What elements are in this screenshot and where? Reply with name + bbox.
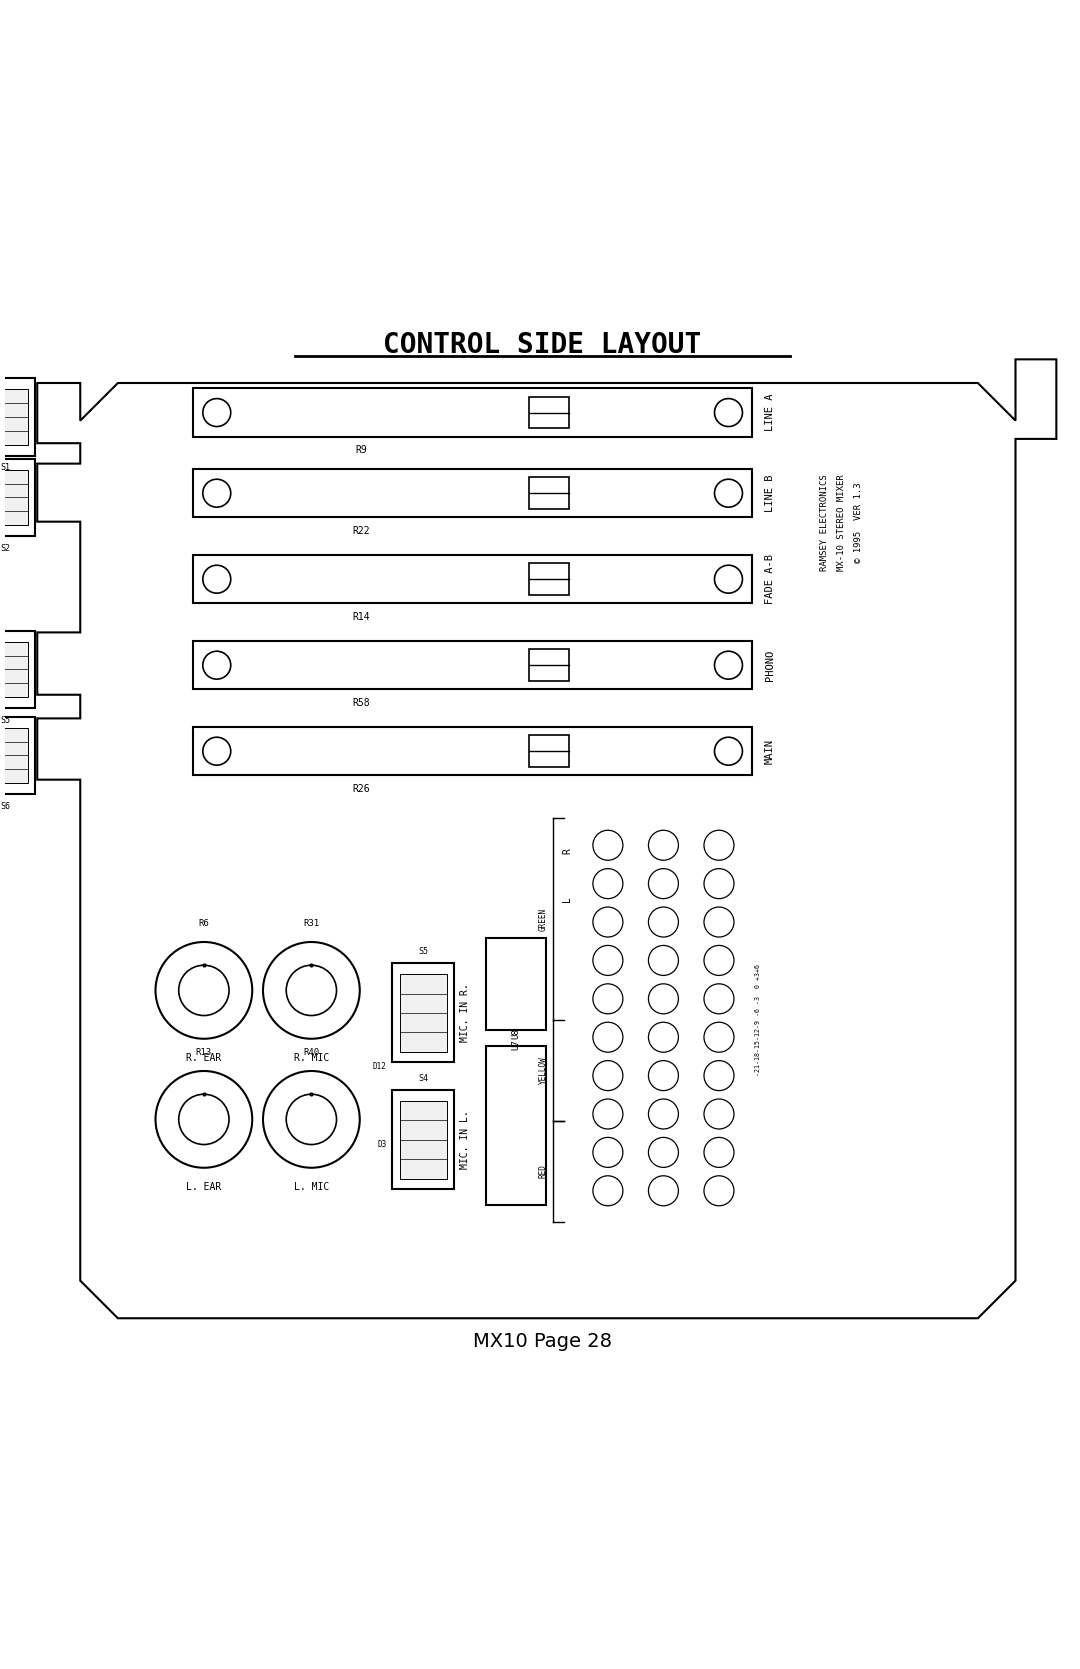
Text: YELLOW: YELLOW [539,1056,548,1085]
Bar [0,459,35,536]
Text: MAIN: MAIN [765,739,775,764]
Bar [193,389,752,437]
Text: L. MIC: L. MIC [294,1182,329,1192]
Text: U8: U8 [511,1028,521,1038]
Bar [0,641,28,698]
Text: R. MIC: R. MIC [294,1053,329,1063]
Text: R22: R22 [352,526,369,536]
Text: MIC. IN R.: MIC. IN R. [460,983,470,1043]
Text: R58: R58 [352,698,369,708]
Bar [528,477,569,509]
Text: U7: U7 [511,1038,521,1050]
Bar [193,641,752,689]
Text: D3: D3 [377,1140,387,1150]
Bar [528,397,569,429]
Text: R31: R31 [303,920,320,928]
Bar [486,1046,545,1205]
Text: R26: R26 [352,784,369,794]
Text: LINE A: LINE A [765,394,775,431]
Bar [400,1102,447,1178]
Text: S5: S5 [0,716,10,724]
Text: RAMSEY ELECTRONICS: RAMSEY ELECTRONICS [820,474,828,571]
Text: R: R [563,848,572,853]
Text: MX-10 STEREO MIXER: MX-10 STEREO MIXER [837,474,846,571]
Text: S6: S6 [0,801,10,811]
Text: R6: R6 [199,920,210,928]
Text: D12: D12 [373,1061,387,1071]
Bar [193,556,752,604]
Text: R13: R13 [195,1048,212,1056]
Text: LINE B: LINE B [765,474,775,512]
Bar [193,469,752,517]
Text: R9: R9 [355,446,367,456]
Text: L: L [563,896,572,901]
Text: RED: RED [539,1165,548,1178]
Bar [486,938,545,1030]
Bar [0,469,28,526]
Bar [528,736,569,768]
Text: PHONO: PHONO [765,649,775,681]
Text: MX10 Page 28: MX10 Page 28 [473,1332,612,1352]
Text: FADE A-B: FADE A-B [765,554,775,604]
Bar [528,564,569,594]
Text: CONTROL SIDE LAYOUT: CONTROL SIDE LAYOUT [383,332,702,359]
Bar [392,963,455,1063]
Bar [0,728,28,783]
Bar [0,631,35,708]
Text: R40: R40 [303,1048,320,1056]
Text: S4: S4 [418,1073,428,1083]
Bar [193,728,752,776]
Text: GREEN: GREEN [539,908,548,931]
Text: S1: S1 [0,462,10,472]
Text: S2: S2 [0,544,10,552]
Text: L. EAR: L. EAR [186,1182,221,1192]
Text: R14: R14 [352,613,369,623]
Text: -21-18-15-12-9 -6 -3  0 +3+6: -21-18-15-12-9 -6 -3 0 +3+6 [755,965,761,1077]
Bar [0,716,35,794]
Text: MIC. IN L.: MIC. IN L. [460,1110,470,1170]
Bar [400,975,447,1051]
Bar [0,389,28,446]
Text: © 1995  VER 1.3: © 1995 VER 1.3 [854,482,863,562]
Bar [392,1090,455,1190]
Text: S5: S5 [418,946,428,956]
Bar [0,379,35,456]
Bar [528,649,569,681]
Text: R. EAR: R. EAR [186,1053,221,1063]
